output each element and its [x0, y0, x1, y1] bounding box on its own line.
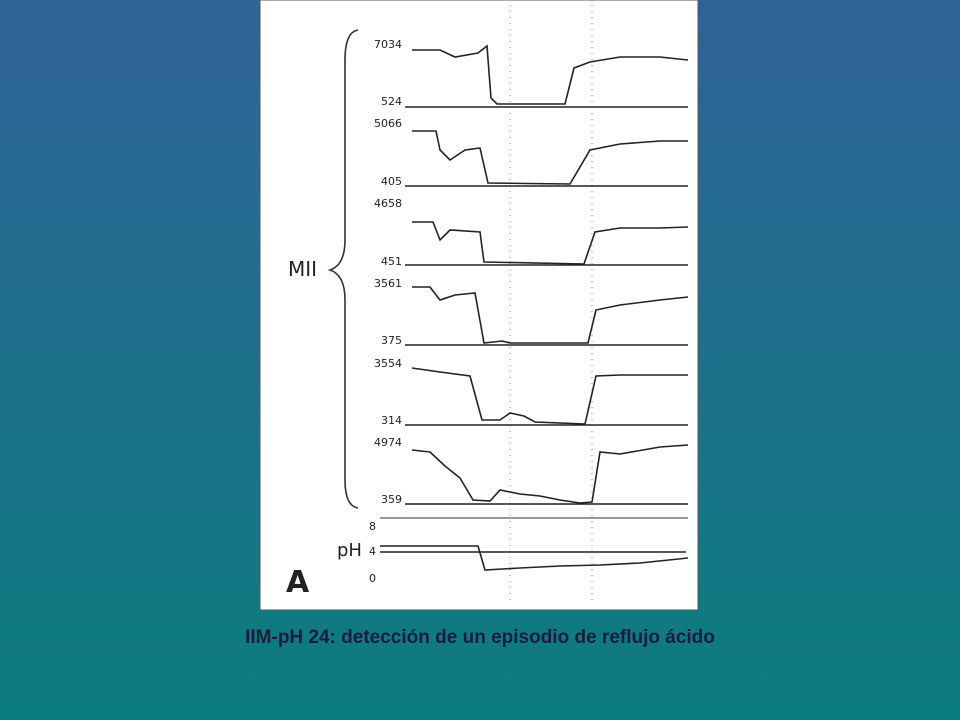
- channel-bottom: 451: [381, 255, 402, 268]
- channel-bottom: 524: [381, 95, 402, 108]
- channel-top: 4974: [374, 436, 402, 449]
- channel-bottom: 405: [381, 175, 402, 188]
- channel-top: 5066: [374, 117, 402, 130]
- baselines: [380, 106, 688, 553]
- ph-label: pH: [337, 540, 362, 561]
- ph-tick: 8: [369, 520, 376, 533]
- channel-top: 3561: [374, 277, 402, 290]
- channel-top: 4658: [374, 197, 402, 210]
- channel-bottom: 314: [381, 414, 402, 427]
- ph-tick: 4: [369, 545, 376, 558]
- ph-tick: 0: [369, 572, 376, 585]
- channel-bottom: 375: [381, 334, 402, 347]
- channel-bottom: 359: [381, 493, 402, 506]
- figure: MII pH A 7034 524 5066 405 4658 451 3561…: [259, 0, 699, 611]
- brace: [327, 29, 359, 509]
- channel-top: 3554: [374, 357, 402, 370]
- traces: [380, 44, 689, 571]
- panel-label: A: [286, 565, 310, 600]
- channel-top: 7034: [374, 38, 402, 51]
- caption: IIM-pH 24: detección de un episodio de r…: [245, 627, 715, 648]
- group-label: MII: [288, 257, 317, 281]
